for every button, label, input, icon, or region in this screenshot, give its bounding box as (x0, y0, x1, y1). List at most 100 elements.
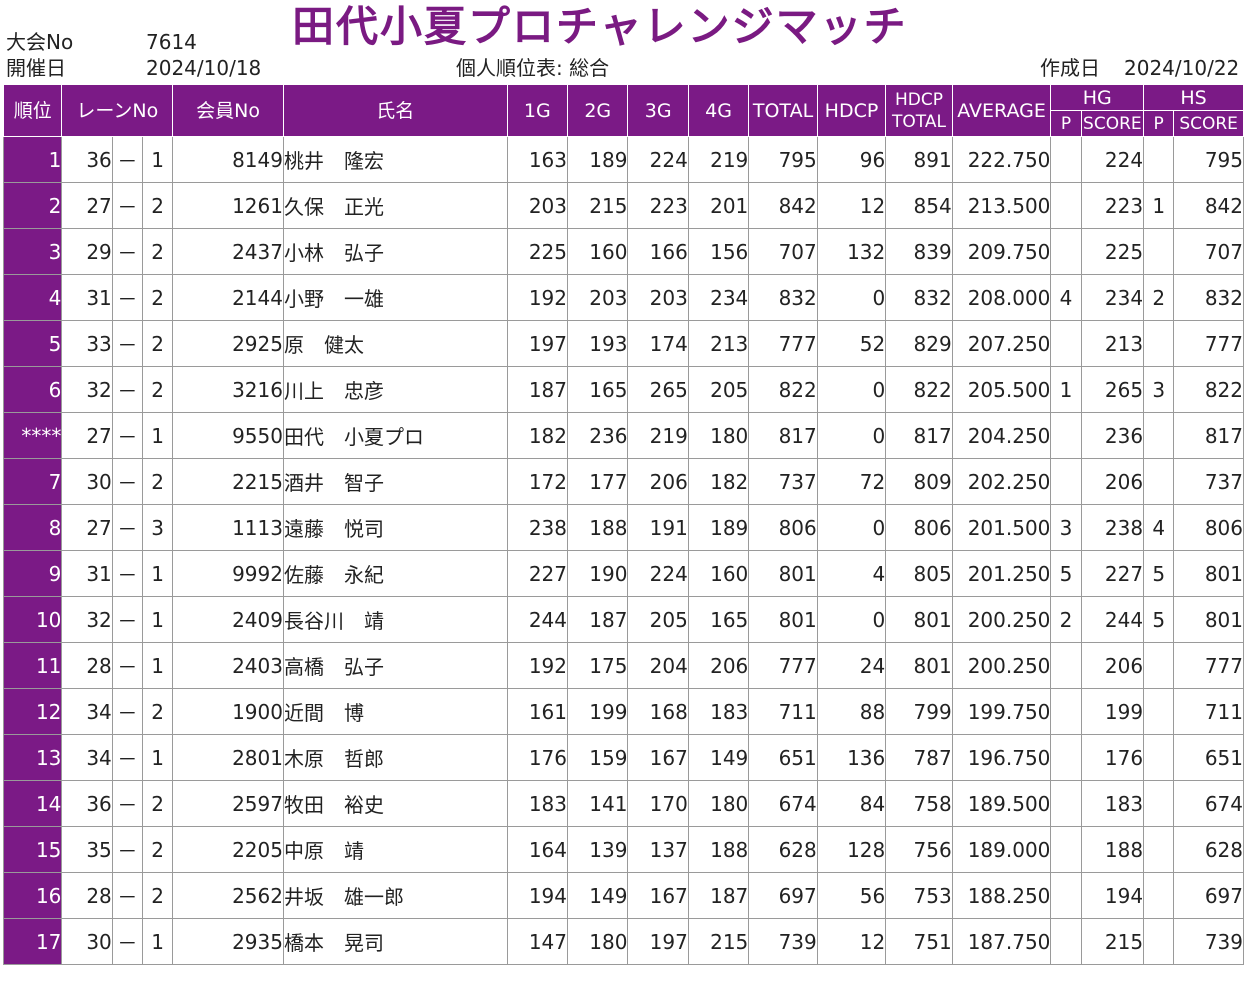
col-header-g4: 4G (687, 84, 750, 137)
hdcp-cell: 0 (816, 596, 887, 643)
member-no-cell: 9550 (172, 412, 284, 459)
lane-separator: － (111, 780, 143, 827)
table-row: 17 30 － 1 2935 橋本 晃司 147 180 197 215 739 12 751 187.7… (2, 918, 1244, 965)
game2-cell: 199 (567, 688, 629, 735)
lane-separator: － (111, 320, 143, 367)
hs-place-cell (1143, 688, 1175, 735)
hs-place-cell (1143, 918, 1175, 965)
game4-cell: 180 (687, 412, 750, 459)
hdcp-cell: 128 (816, 826, 887, 873)
table-row: 4 31 － 2 2144 小野 一雄 192 203 203 234 832 0 832 208.000… (2, 274, 1244, 321)
game3-cell: 224 (627, 136, 689, 183)
hg-place-cell (1050, 458, 1082, 505)
hg-score-cell: 224 (1080, 136, 1145, 183)
lane-cell: 32 (61, 366, 113, 413)
hg-place-cell (1050, 780, 1082, 827)
game1-cell: 244 (506, 596, 569, 643)
lane-cell: 31 (61, 274, 113, 321)
hs-score-cell: 832 (1173, 274, 1244, 321)
game4-cell: 182 (687, 458, 750, 505)
member-no-cell: 1261 (172, 182, 284, 229)
game2-cell: 189 (567, 136, 629, 183)
lane-separator: － (111, 826, 143, 873)
game1-cell: 147 (506, 918, 569, 965)
hdcp-cell: 88 (816, 688, 887, 735)
total-cell: 674 (748, 780, 818, 827)
lane-separator: － (111, 274, 143, 321)
hg-score-cell: 188 (1080, 826, 1145, 873)
rank-cell: 10 (2, 596, 63, 643)
seat-cell: 2 (141, 366, 174, 413)
total-cell: 842 (748, 182, 818, 229)
col-header-hdcp: HDCP (816, 84, 887, 137)
hs-place-cell: 5 (1143, 550, 1175, 597)
hs-score-cell: 801 (1173, 596, 1244, 643)
rank-cell: 5 (2, 320, 63, 367)
hdcp-cell: 52 (816, 320, 887, 367)
game4-cell: 156 (687, 228, 750, 275)
hs-place-cell (1143, 320, 1175, 367)
col-header-name: 氏名 (282, 84, 508, 137)
game2-cell: 188 (567, 504, 629, 551)
col-header-hg: HG (1050, 84, 1145, 111)
member-no-cell: 8149 (172, 136, 284, 183)
member-no-cell: 2205 (172, 826, 284, 873)
hs-place-cell: 5 (1143, 596, 1175, 643)
hs-place-cell (1143, 734, 1175, 781)
rank-cell: 6 (2, 366, 63, 413)
col-header-hdcp-total-line1: HDCP (894, 89, 943, 110)
col-header-hg-score: SCORE (1080, 110, 1145, 137)
seat-cell: 1 (141, 918, 174, 965)
table-row: 11 28 － 1 2403 高橋 弘子 192 175 204 206 777 24 801 200.2… (2, 642, 1244, 689)
average-cell: 196.750 (951, 734, 1052, 781)
hdcp-cell: 12 (816, 918, 887, 965)
header-row: 順位 レーンNo 会員No 氏名 1G 2G 3G 4G TOTAL HDCP … (2, 84, 1244, 137)
game3-cell: 167 (627, 734, 689, 781)
lane-cell: 28 (61, 642, 113, 689)
col-header-hdcp-total: HDCP TOTAL (885, 84, 953, 137)
player-name-cell: 桃井 隆宏 (282, 136, 508, 183)
lane-separator: － (111, 550, 143, 597)
game1-cell: 187 (506, 366, 569, 413)
lane-separator: － (111, 688, 143, 735)
hs-score-cell: 817 (1173, 412, 1244, 459)
member-no-cell: 2935 (172, 918, 284, 965)
table-row: 9 31 － 1 9992 佐藤 永紀 227 190 224 160 801 4 805 201.250… (2, 550, 1244, 597)
player-name-cell: 小林 弘子 (282, 228, 508, 275)
rank-cell: 11 (2, 642, 63, 689)
created-date: 2024/10/22 (1124, 56, 1240, 80)
hg-place-cell (1050, 872, 1082, 919)
game4-cell: 205 (687, 366, 750, 413)
member-no-cell: 2409 (172, 596, 284, 643)
hg-score-cell: 176 (1080, 734, 1145, 781)
hdcp-cell: 132 (816, 228, 887, 275)
game1-cell: 225 (506, 228, 569, 275)
tournament-no-label: 大会No (6, 30, 74, 54)
col-header-member: 会員No (172, 84, 284, 137)
hg-score-cell: 206 (1080, 642, 1145, 689)
seat-cell: 1 (141, 136, 174, 183)
lane-separator: － (111, 412, 143, 459)
hdcp-total-cell: 817 (885, 412, 953, 459)
hs-score-cell: 842 (1173, 182, 1244, 229)
hg-score-cell: 183 (1080, 780, 1145, 827)
seat-cell: 1 (141, 734, 174, 781)
seat-cell: 1 (141, 412, 174, 459)
hdcp-cell: 96 (816, 136, 887, 183)
lane-separator: － (111, 504, 143, 551)
average-cell: 199.750 (951, 688, 1052, 735)
col-header-g1: 1G (506, 84, 569, 137)
game2-cell: 180 (567, 918, 629, 965)
game3-cell: 167 (627, 872, 689, 919)
hdcp-cell: 0 (816, 412, 887, 459)
lane-cell: 30 (61, 918, 113, 965)
seat-cell: 2 (141, 688, 174, 735)
col-header-hs-score: SCORE (1173, 110, 1244, 137)
hdcp-total-cell: 805 (885, 550, 953, 597)
seat-cell: 2 (141, 872, 174, 919)
rank-cell: 16 (2, 872, 63, 919)
hdcp-cell: 0 (816, 274, 887, 321)
game4-cell: 215 (687, 918, 750, 965)
hs-score-cell: 651 (1173, 734, 1244, 781)
hg-score-cell: 244 (1080, 596, 1145, 643)
